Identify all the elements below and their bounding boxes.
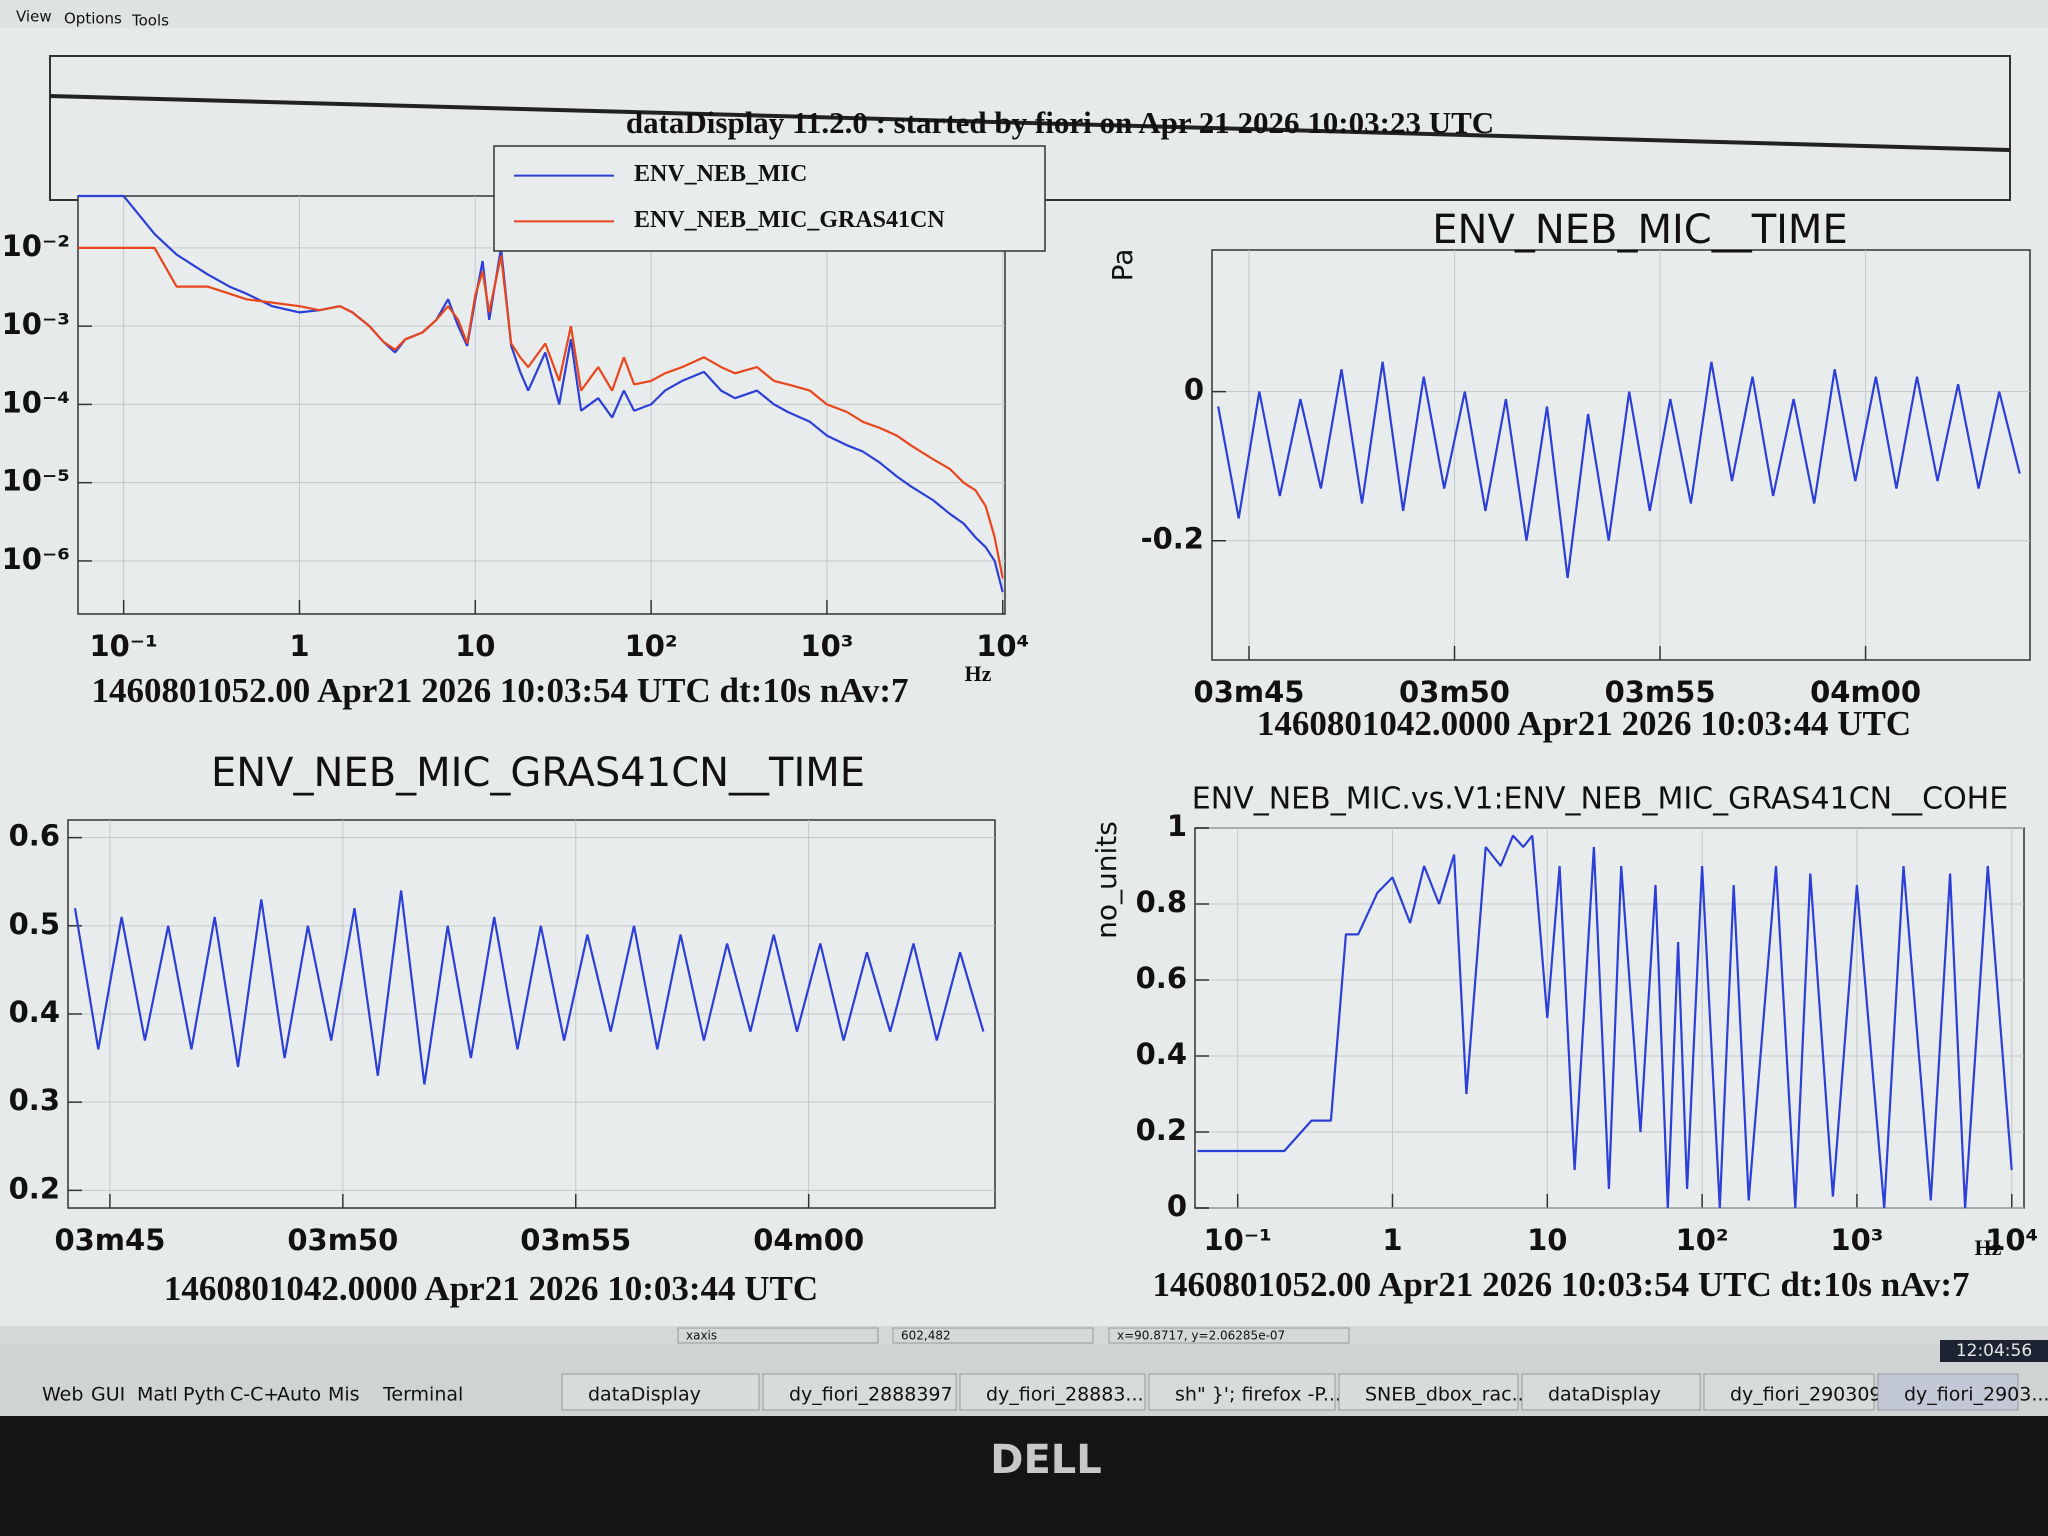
x-tick-label: 03m45	[54, 1223, 165, 1257]
y-tick-label: 10⁻⁶	[2, 542, 70, 576]
clock-box	[1940, 1340, 2048, 1362]
x-tick-label: 03m50	[287, 1223, 398, 1257]
y-tick-label: 0	[1184, 373, 1204, 407]
chart-footer: 1460801052.00 Apr21 2026 10:03:54 UTC dt…	[1153, 1265, 1970, 1304]
taskbar-button[interactable]	[1338, 1373, 1519, 1411]
taskbar-item[interactable]: SNEB_dbox_rac...	[1365, 1384, 1530, 1406]
y-tick-label: 0.4	[9, 995, 60, 1029]
data-line	[73, 890, 985, 1085]
taskbar-item[interactable]: Pyth	[183, 1384, 225, 1406]
y-tick-label: 0.5	[9, 907, 60, 941]
status-text: 602,482	[901, 1329, 951, 1343]
y-axis-label: Pa	[1106, 249, 1139, 282]
status-field	[892, 1327, 1094, 1344]
x-tick-label: 10⁴	[1985, 1223, 2038, 1257]
legend-label: ENV_NEB_MIC	[634, 161, 807, 187]
monitor-bezel	[0, 1416, 2048, 1536]
data-line	[1197, 834, 2013, 1209]
chart-footer: 1460801042.0000 Apr21 2026 10:03:44 UTC	[1257, 704, 1911, 743]
x-tick-label: 1	[289, 629, 309, 663]
x-tick-label: 10³	[1830, 1223, 1883, 1257]
status-text: xaxis	[686, 1329, 717, 1343]
x-axis-label: Hz	[965, 661, 992, 686]
taskbar-item[interactable]: Web	[42, 1384, 83, 1406]
x-tick-label: 04m00	[1810, 675, 1921, 709]
taskbar-item[interactable]: dataDisplay	[588, 1384, 701, 1406]
y-tick-label: 10⁻³	[2, 307, 70, 341]
x-tick-label: 10²	[625, 629, 678, 663]
status-bar	[0, 1326, 2048, 1344]
y-tick-label: 0.6	[1136, 961, 1187, 995]
y-tick-label: 1	[1167, 809, 1187, 843]
status-field	[677, 1327, 879, 1344]
y-tick-label: 0.3	[9, 1083, 60, 1117]
x-tick-label: 10⁴	[976, 629, 1029, 663]
chart-footer: 1460801052.00 Apr21 2026 10:03:54 UTC dt…	[92, 671, 909, 710]
legend-label: ENV_NEB_MIC_GRAS41CN	[634, 207, 945, 233]
taskbar-item[interactable]: dy_fiori_2903...	[1904, 1384, 2048, 1406]
data-line	[1217, 361, 2021, 579]
y-tick-label: 0.2	[1136, 1113, 1187, 1147]
taskbar-button[interactable]	[959, 1373, 1146, 1411]
x-tick-label: 10	[455, 629, 495, 663]
y-tick-label: 0	[1167, 1189, 1187, 1223]
x-tick-label: 10⁻¹	[89, 629, 157, 663]
y-axis-label: no_units	[1090, 821, 1123, 939]
x-tick-label: 03m55	[520, 1223, 631, 1257]
y-tick-label: -0.2	[1141, 522, 1204, 556]
taskbar-button[interactable]	[1521, 1373, 1701, 1411]
taskbar-item[interactable]: Auto	[277, 1384, 321, 1406]
x-tick-label: 10⁻¹	[1203, 1223, 1271, 1257]
status-field	[1108, 1327, 1350, 1344]
x-tick-label: 04m00	[753, 1223, 864, 1257]
window-title: dataDisplay 11.2.0 : started by fiori on…	[626, 105, 1494, 140]
taskbar-item[interactable]: GUI	[91, 1384, 125, 1406]
menu-view[interactable]: View	[16, 8, 52, 26]
menu-bar	[0, 0, 2048, 28]
taskbar-item[interactable]: sh" }'; firefox -P...	[1175, 1384, 1341, 1406]
y-tick-label: 0.2	[9, 1171, 60, 1205]
x-tick-label: 10³	[800, 629, 853, 663]
legend-box	[493, 145, 1046, 252]
plot-area	[77, 195, 1006, 615]
taskbar-item[interactable]: Mis	[328, 1384, 360, 1406]
x-tick-label: 10	[1527, 1223, 1567, 1257]
taskbar-item[interactable]: dy_fiori_2903095	[1730, 1384, 1894, 1406]
brand-logo: DELL	[990, 1437, 1102, 1483]
taskbar-item[interactable]: dataDisplay	[1548, 1384, 1661, 1406]
taskbar-button[interactable]	[1148, 1373, 1336, 1411]
chart-title: ENV_NEB_MIC_GRAS41CN__TIME	[211, 750, 865, 796]
x-tick-label: 10²	[1676, 1223, 1729, 1257]
x-tick-label: 03m45	[1194, 675, 1305, 709]
chart-title: ENV_NEB_MIC__TIME	[1432, 207, 1847, 253]
x-tick-label: 1	[1382, 1223, 1402, 1257]
chart-title: ENV_NEB_MIC.vs.V1:ENV_NEB_MIC_GRAS41CN__…	[1192, 782, 2008, 817]
taskbar-item[interactable]: C-C+	[230, 1384, 279, 1406]
taskbar-button[interactable]	[561, 1373, 760, 1411]
status-text: x=90.8717, y=2.06285e-07	[1117, 1329, 1285, 1343]
taskbar-item[interactable]: Matl	[137, 1384, 178, 1406]
y-tick-label: 10⁻⁴	[2, 385, 70, 419]
x-tick-label: 03m55	[1605, 675, 1716, 709]
taskbar-item[interactable]: dy_fiori_28883...	[986, 1384, 1144, 1406]
taskbar-button[interactable]	[762, 1373, 957, 1411]
menu-tools[interactable]: Tools	[131, 12, 169, 30]
x-axis-label: Hz	[1975, 1235, 2002, 1260]
data-line	[78, 246, 1004, 579]
taskbar-button[interactable]	[1703, 1373, 1875, 1411]
title-rule	[49, 94, 2011, 152]
y-tick-label: 0.8	[1136, 885, 1187, 919]
taskbar-item[interactable]: Terminal	[382, 1384, 463, 1406]
taskbar-button[interactable]	[1877, 1373, 2019, 1411]
chart-footer: 1460801042.0000 Apr21 2026 10:03:44 UTC	[164, 1269, 818, 1308]
y-tick-label: 0.4	[1136, 1037, 1187, 1071]
menu-options[interactable]: Options	[64, 10, 122, 28]
y-tick-label: 10⁻²	[2, 229, 70, 263]
taskbar-item[interactable]: dy_fiori_2888397	[789, 1384, 953, 1406]
x-tick-label: 03m50	[1399, 675, 1510, 709]
clock: 12:04:56	[1956, 1341, 2032, 1361]
y-tick-label: 10⁻⁵	[2, 464, 70, 498]
y-tick-label: 0.6	[9, 819, 60, 853]
